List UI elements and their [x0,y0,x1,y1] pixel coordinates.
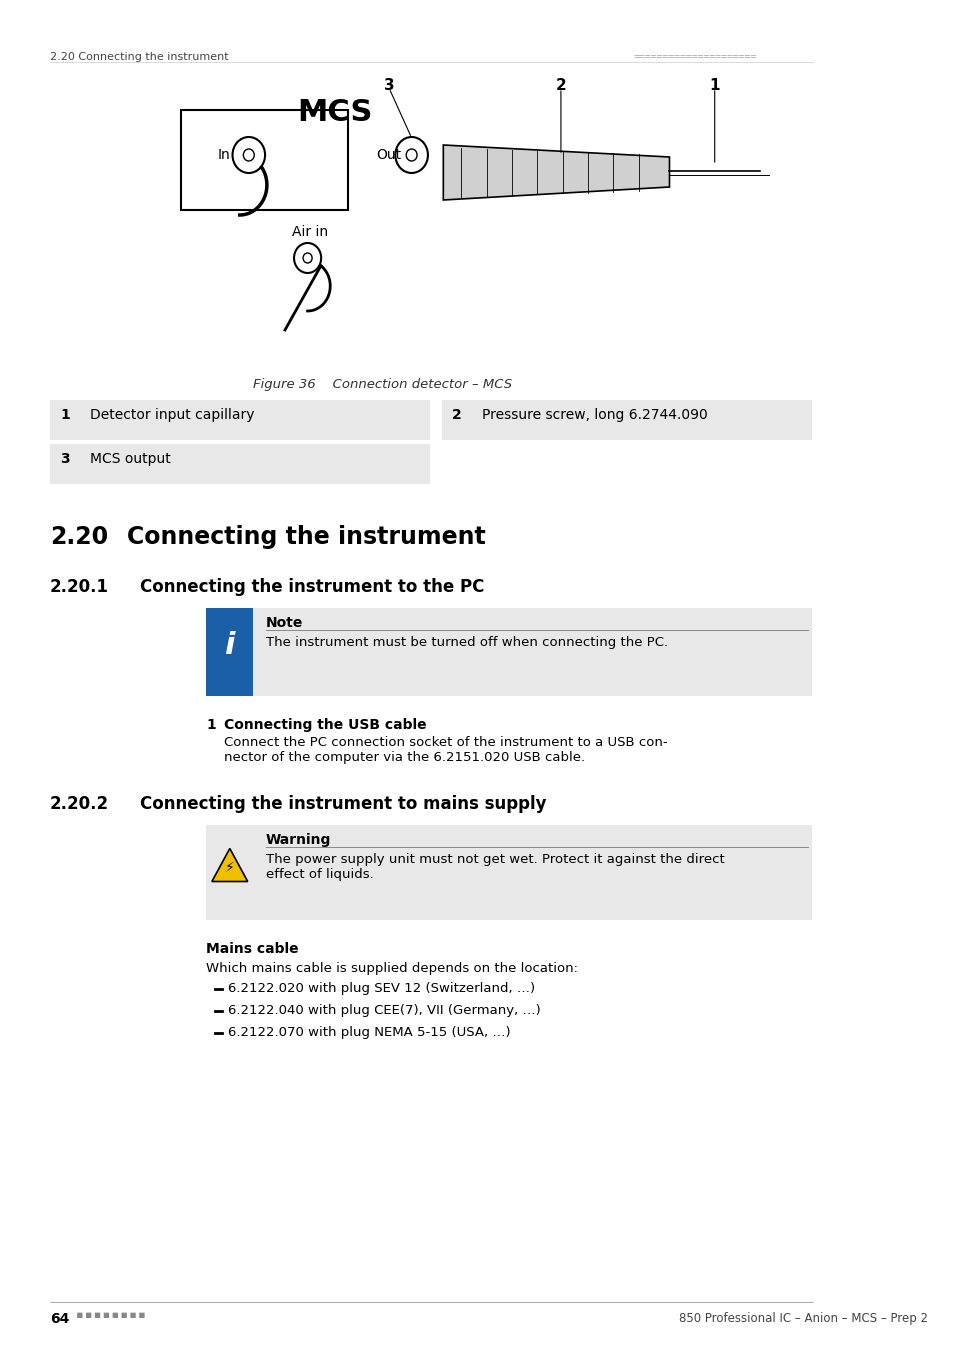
Polygon shape [443,144,669,200]
Text: ⚡: ⚡ [225,861,234,876]
Text: 2.20.1: 2.20.1 [50,578,109,595]
Text: 850 Professional IC – Anion – MCS – Prep 2: 850 Professional IC – Anion – MCS – Prep… [678,1312,926,1324]
Text: 2.20: 2.20 [50,525,108,549]
Text: =====================: ===================== [633,53,756,62]
Text: Connecting the USB cable: Connecting the USB cable [224,718,427,732]
Text: Figure 36    Connection detector – MCS: Figure 36 Connection detector – MCS [253,378,512,392]
FancyBboxPatch shape [206,825,253,919]
Text: 3: 3 [383,78,394,93]
FancyBboxPatch shape [253,608,812,697]
Text: 2: 2 [555,78,566,93]
FancyBboxPatch shape [50,400,429,440]
Text: 6.2122.070 with plug NEMA 5-15 (USA, …): 6.2122.070 with plug NEMA 5-15 (USA, …) [228,1026,510,1040]
Polygon shape [212,849,248,882]
Text: Connecting the instrument: Connecting the instrument [127,525,485,549]
Text: 2.20 Connecting the instrument: 2.20 Connecting the instrument [50,53,228,62]
Text: Pressure screw, long 6.2744.090: Pressure screw, long 6.2744.090 [481,408,707,423]
Text: 6.2122.020 with plug SEV 12 (Switzerland, …): 6.2122.020 with plug SEV 12 (Switzerland… [228,981,535,995]
Text: The power supply unit must not get wet. Protect it against the direct
effect of : The power supply unit must not get wet. … [266,853,724,882]
Text: 1: 1 [709,78,720,93]
Text: 3: 3 [61,452,71,466]
Text: ■ ■ ■ ■ ■ ■ ■ ■: ■ ■ ■ ■ ■ ■ ■ ■ [72,1312,146,1318]
Text: Which mains cable is supplied depends on the location:: Which mains cable is supplied depends on… [206,963,578,975]
Text: 1: 1 [206,718,215,732]
FancyBboxPatch shape [50,444,429,485]
Text: 2.20.2: 2.20.2 [50,795,109,813]
Text: Detector input capillary: Detector input capillary [91,408,254,423]
FancyBboxPatch shape [441,400,812,440]
Text: i: i [224,632,234,660]
Text: 64: 64 [50,1312,69,1326]
Text: Mains cable: Mains cable [206,942,298,956]
Text: Air in: Air in [292,225,328,239]
Text: In: In [218,148,231,162]
Text: MCS output: MCS output [91,452,171,466]
FancyBboxPatch shape [253,825,812,919]
Text: 6.2122.040 with plug CEE(7), VII (Germany, …): 6.2122.040 with plug CEE(7), VII (German… [228,1004,540,1017]
Text: MCS: MCS [296,99,372,127]
Text: The instrument must be turned off when connecting the PC.: The instrument must be turned off when c… [266,636,667,649]
Text: Connect the PC connection socket of the instrument to a USB con-
nector of the c: Connect the PC connection socket of the … [224,736,667,764]
Text: 1: 1 [61,408,71,423]
Text: 2: 2 [452,408,461,423]
Text: Connecting the instrument to the PC: Connecting the instrument to the PC [140,578,484,595]
Text: Warning: Warning [266,833,331,846]
Text: Connecting the instrument to mains supply: Connecting the instrument to mains suppl… [140,795,546,813]
Text: Note: Note [266,616,303,630]
FancyBboxPatch shape [206,608,253,697]
Text: Out: Out [376,148,401,162]
